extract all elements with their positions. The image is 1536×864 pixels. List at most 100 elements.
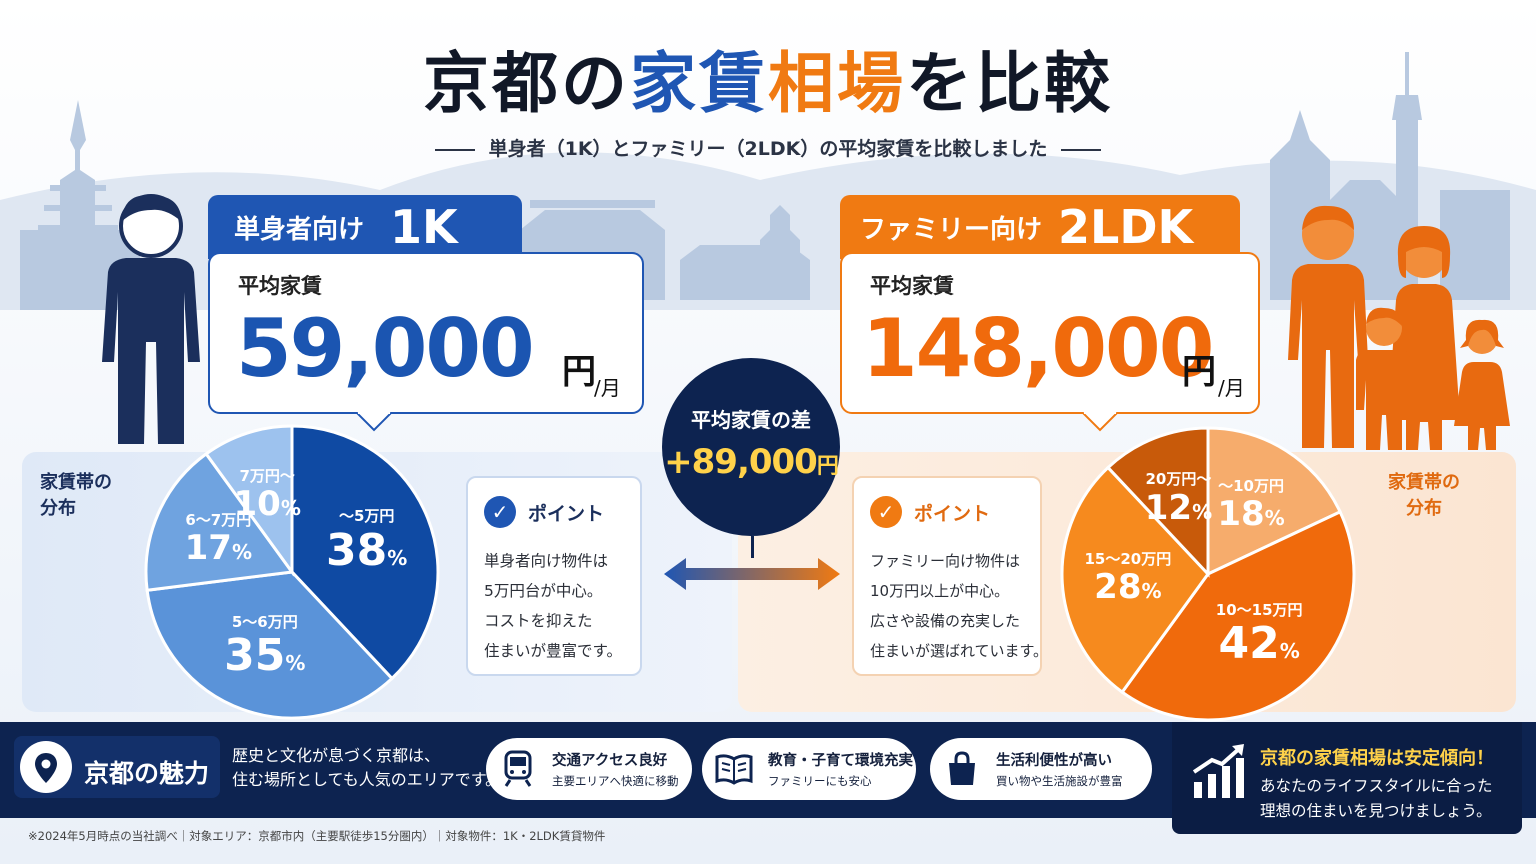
family-pie-slice-value-1: 42% [1218, 618, 1300, 670]
location-pin-icon [20, 741, 72, 793]
title-part4: を比較 [906, 45, 1113, 122]
family-point-body: ファミリー向け物件は 10万円以上が中心。 広さや設備の充実した 住まいが選ばれ… [870, 546, 1048, 666]
single-point-header: ✓ ポイント [484, 496, 604, 528]
difference-value: +89,000円 [662, 442, 840, 482]
single-pie-slice-label-3: 7万円～ 10% [233, 466, 301, 524]
single-per-month: /月 [594, 376, 621, 400]
family-pie-slice-category-2: 15～20万円 [1084, 549, 1172, 568]
feature-convenience-title: 生活利便性が高い [996, 753, 1112, 769]
single-yen: 円 [562, 352, 596, 392]
single-pie-slice-category-2: 6～7万円 [185, 510, 252, 529]
feature-transport-sub: 主要エリアへ快適に移動 [552, 774, 679, 788]
single-tag-label: 単身者向け [234, 214, 365, 245]
single-pie-slice-value-0: 38% [326, 524, 408, 576]
family-point-line: 10万円以上が中心。 [870, 582, 1010, 600]
single-tag-type: 1K [390, 200, 458, 254]
cta-body: あなたのライフスタイルに合った 理想の住まいを見つけましょう。 [1260, 774, 1493, 824]
family-dist-label-line2: 分布 [1406, 498, 1442, 519]
charm-desc-line2: 住む場所としても人気のエリアです。 [232, 770, 502, 789]
single-point-box: ✓ ポイント 単身者向け物件は 5万円台が中心。 コストを抑えた 住まいが豊富で… [466, 476, 642, 676]
single-avg-amount: 59,000 [236, 302, 535, 395]
stable-trend-callout: 京都の家賃相場は安定傾向！ あなたのライフスタイルに合った 理想の住まいを見つけ… [1172, 722, 1522, 834]
single-pie-slice-category-0: ～5万円 [338, 507, 395, 526]
single-point-title: ポイント [528, 502, 605, 525]
subtitle-rule-right [1061, 148, 1102, 151]
title-part1: 京都の [423, 45, 630, 122]
family-point-line: ファミリー向け物件は [870, 552, 1021, 570]
family-pie-slice-2 [1060, 465, 1210, 695]
single-pie-slice-label-0: ～5万円 38% [326, 507, 408, 577]
single-pie-slice-category-3: 7万円～ [239, 466, 295, 485]
family-point-line: 住まいが選ばれています。 [870, 642, 1049, 660]
book-icon [708, 743, 760, 795]
feature-education-title: 教育・子育て環境充実 [768, 753, 913, 769]
family-point-title: ポイント [914, 502, 991, 525]
rent-difference-badge: 平均家賃の差 +89,000円 [662, 358, 840, 536]
single-person-icon [102, 194, 200, 444]
feature-convenience-sub: 買い物や生活施設が豊富 [996, 774, 1123, 788]
family-rent-pie-chart [1060, 426, 1356, 722]
family-dist-label: 家賃帯の 分布 [1388, 470, 1460, 522]
page-title: 京都の家賃相場を比較 [0, 30, 1536, 126]
family-icon [1288, 205, 1510, 450]
single-dist-label-line1: 家賃帯の [40, 472, 112, 493]
single-dist-label: 家賃帯の 分布 [40, 470, 112, 522]
check-icon: ✓ [870, 496, 902, 528]
feature-education-sub: ファミリーにも安心 [768, 774, 872, 788]
family-pie-slice-category-3: 20万円～ [1145, 470, 1212, 489]
charm-desc-line1: 歴史と文化が息づく京都は、 [232, 746, 441, 765]
family-point-header: ✓ ポイント [870, 496, 990, 528]
rising-chart-icon [1192, 744, 1244, 798]
single-point-line: 住まいが豊富です。 [484, 642, 622, 660]
family-pie-slice-category-1: 10～15万円 [1215, 600, 1303, 619]
family-avg-amount: 148,000 [862, 302, 1214, 395]
single-pie-slice-1 [145, 570, 395, 720]
family-point-line: 広さや設備の充実した [870, 612, 1021, 630]
subtitle-rule-left [434, 148, 475, 151]
single-point-line: 5万円台が中心。 [484, 582, 603, 600]
feature-convenience: 生活利便性が高い 買い物や生活施設が豊富 [930, 738, 1152, 800]
single-point-body: 単身者向け物件は 5万円台が中心。 コストを抑えた 住まいが豊富です。 [484, 546, 622, 666]
family-pie-slice-value-3: 12% [1144, 487, 1213, 528]
family-yen: 円 [1182, 352, 1216, 392]
family-dist-label-line1: 家賃帯の [1388, 472, 1460, 493]
family-rent-card: 平均家賃 148,000 円 /月 [840, 252, 1260, 414]
single-pie-slice-value-3: 10% [233, 483, 301, 524]
single-tag: 単身者向け 1K [208, 195, 522, 259]
cta-headline: 京都の家賃相場は安定傾向！ [1260, 748, 1494, 769]
cta-line2: 理想の住まいを見つけましょう。 [1260, 802, 1492, 820]
family-pie-slice-label-2: 15～20万円 28% [1084, 549, 1172, 607]
single-pie-slice-value-1: 35% [224, 629, 306, 681]
family-pie-slice-value-0: 18% [1217, 494, 1285, 535]
single-pie-slice-category-1: 5～6万円 [231, 612, 298, 631]
single-pie-slice-2 [144, 451, 295, 592]
family-card-pointer [1082, 412, 1118, 432]
charm-description: 歴史と文化が息づく京都は、 住む場所としても人気のエリアです。 [232, 744, 501, 792]
feature-transport: 交通アクセス良好 主要エリアへ快適に移動 [486, 738, 692, 800]
charm-title: 京都の魅力 [84, 759, 210, 788]
footnote: ※2024年5月時点の当社調べ｜対象エリア：京都市内（主要駅徒歩15分圏内）｜対… [28, 829, 606, 843]
single-pie-slice-value-2: 17% [184, 528, 252, 569]
single-dist-label-line2: 分布 [40, 498, 76, 519]
title-part2: 家賃 [630, 45, 768, 122]
train-icon [492, 743, 544, 795]
difference-amount: +89,000 [664, 442, 818, 482]
title-part3: 相場 [768, 45, 906, 122]
family-pie-slice-1 [1120, 509, 1356, 722]
family-per-month: /月 [1218, 376, 1245, 400]
single-rent-pie-chart [144, 424, 440, 720]
family-pie-slice-label-0: ～10万円 18% [1217, 477, 1285, 535]
single-pie-slice-3 [204, 424, 294, 577]
family-pie-slice-3 [1105, 426, 1210, 578]
family-avg-label: 平均家賃 [870, 274, 954, 298]
family-pie-slice-category-0: ～10万円 [1218, 477, 1284, 496]
shopping-bag-icon [936, 743, 988, 795]
single-pie-slice-0 [290, 424, 440, 681]
family-pie-slice-0 [1206, 426, 1343, 577]
single-rent-card: 平均家賃 59,000 円 /月 [208, 252, 644, 414]
family-pie-labels: ～10万円 18% 10～15万円 42% 15～20万円 28% 20万円～ 12% [1056, 422, 1360, 726]
difference-label: 平均家賃の差 [691, 408, 811, 432]
subtitle-text: 単身者（1K）とファミリー（2LDK）の平均家賃を比較しました [488, 138, 1048, 160]
single-pie-slice-label-2: 6～7万円 17% [184, 510, 252, 569]
page-subtitle: 単身者（1K）とファミリー（2LDK）の平均家賃を比較しました [0, 134, 1536, 161]
